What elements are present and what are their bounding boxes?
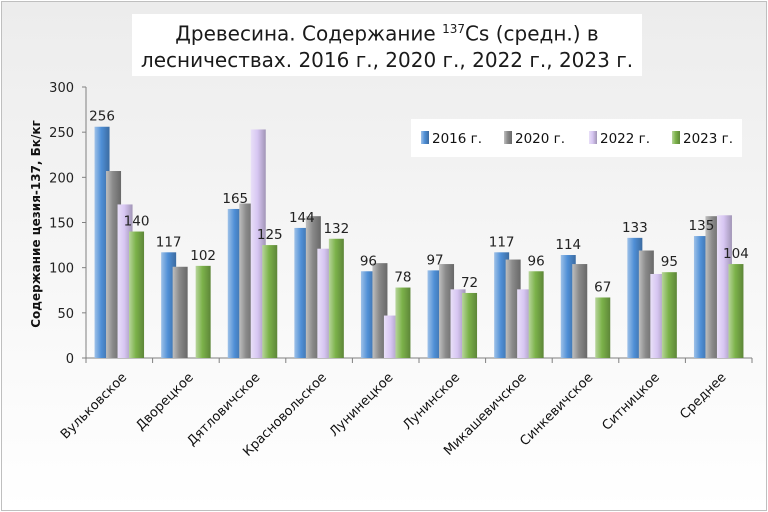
bars xyxy=(94,126,744,358)
x-tick-label: Среднее xyxy=(677,370,729,422)
bar-2020 г.-Дятловичское xyxy=(239,203,255,358)
x-tick-label: Дворецкое xyxy=(133,370,196,433)
bar-2023 г.-Микашевичское xyxy=(528,271,544,358)
data-label: 78 xyxy=(394,270,411,286)
legend-label: 2016 г. xyxy=(432,131,482,147)
bar-2023 г.-Вульковское xyxy=(129,231,145,358)
bar-2016 г.-Лунинецкое xyxy=(360,271,376,358)
legend-label: 2023 г. xyxy=(683,131,733,147)
bar-2016 г.-Красновольское xyxy=(294,227,310,358)
legend-swatch-2016 г. xyxy=(421,131,429,144)
data-label: 104 xyxy=(723,246,749,262)
chart-title-box: Древесина. Содержание 137Cs (средн.) в л… xyxy=(132,14,642,76)
y-axis-label: Содержание цезия-137, Бк/кг xyxy=(29,120,43,328)
y-tick-label: 300 xyxy=(49,81,74,96)
bar-2020 г.-Синкевичское xyxy=(572,264,588,358)
bar-2023 г.-Синкевичское xyxy=(595,297,611,358)
chart-title-rest: Cs (средн.) в лесничествах. 2016 г., 202… xyxy=(140,21,634,73)
bar-2022 г.-Микашевичское xyxy=(517,289,533,358)
bar-2022 г.-Среднее xyxy=(716,215,732,358)
bar-2016 г.-Ситницкое xyxy=(627,237,643,358)
data-labels: 256 140 117 102 165 125 144 132 96 78 97 72 117 96 114… xyxy=(89,109,749,296)
bar-2022 г.-Лунинское xyxy=(450,289,466,358)
bar-2016 г.-Синкевичское xyxy=(560,255,576,358)
y-tick-label: 150 xyxy=(49,217,74,232)
data-label: 97 xyxy=(426,252,443,268)
legend-label: 2020 г. xyxy=(515,131,565,147)
bar-2020 г.-Среднее xyxy=(705,216,721,358)
data-label: 125 xyxy=(257,227,283,243)
data-label: 117 xyxy=(489,234,515,250)
legend-swatch-2022 г. xyxy=(589,131,597,144)
bar-2023 г.-Ситницкое xyxy=(661,272,677,358)
bar-2020 г.-Лунинское xyxy=(439,264,455,358)
x-tick-label: Лунинецкое xyxy=(327,370,397,440)
x-tick-label: Лунинское xyxy=(400,370,463,433)
y-tick-label: 200 xyxy=(49,171,74,186)
y-tick-label: 100 xyxy=(49,262,74,277)
x-tick-label: Ситницкое xyxy=(599,370,662,433)
legend-box xyxy=(411,119,742,157)
bar-2020 г.-Дворецкое xyxy=(172,266,188,358)
bar-2022 г.-Дятловичское xyxy=(250,129,266,358)
bar-2016 г.-Дятловичское xyxy=(227,208,243,358)
data-label: 96 xyxy=(360,253,377,269)
bar-2022 г.-Вульковское xyxy=(117,204,133,358)
bar-2020 г.-Вульковское xyxy=(106,171,122,358)
bar-2016 г.-Лунинское xyxy=(427,270,443,358)
bar-2022 г.-Лунинецкое xyxy=(383,315,399,358)
data-label: 72 xyxy=(461,275,478,291)
bar-2022 г.-Ситницкое xyxy=(650,273,666,358)
y-tick-label: 50 xyxy=(57,307,74,322)
bar-2023 г.-Лунинское xyxy=(462,292,478,358)
data-label: 165 xyxy=(222,191,248,207)
bar-2023 г.-Среднее xyxy=(728,264,744,358)
data-label: 256 xyxy=(89,109,115,125)
y-tick-label: 0 xyxy=(66,352,74,367)
bar-2016 г.-Вульковское xyxy=(94,126,110,358)
data-label: 133 xyxy=(622,220,648,236)
y-tick-label: 250 xyxy=(49,126,74,141)
bar-2020 г.-Ситницкое xyxy=(638,250,654,358)
bar-2020 г.-Красновольское xyxy=(305,216,321,358)
legend-swatch-2023 г. xyxy=(672,131,680,144)
bar-2016 г.-Среднее xyxy=(693,236,709,358)
bar-2022 г.-Красновольское xyxy=(317,248,333,358)
data-label: 117 xyxy=(156,234,182,250)
legend-swatch-2020 г. xyxy=(504,131,512,144)
x-tick-label: Синкевичское xyxy=(517,370,596,449)
legend: 2016 г. 2020 г. 2022 г. 2023 г. xyxy=(411,119,742,157)
data-label: 135 xyxy=(689,218,715,234)
chart-title-superscript: 137 xyxy=(442,21,465,36)
bar-2023 г.-Лунинецкое xyxy=(395,287,411,358)
bar-2020 г.-Микашевичское xyxy=(505,259,521,358)
bar-2023 г.-Красновольское xyxy=(328,238,344,358)
data-label: 96 xyxy=(528,253,545,269)
bar-2023 г.-Дятловичское xyxy=(262,245,278,358)
bar-2016 г.-Микашевичское xyxy=(494,252,510,358)
data-label: 140 xyxy=(124,214,150,230)
bar-2016 г.-Дворецкое xyxy=(161,252,177,358)
data-label: 132 xyxy=(323,221,349,237)
bar-2020 г.-Лунинецкое xyxy=(372,263,388,358)
data-label: 95 xyxy=(661,254,678,270)
legend-label: 2022 г. xyxy=(600,131,650,147)
bar-2023 г.-Дворецкое xyxy=(195,265,211,358)
data-label: 144 xyxy=(289,210,315,226)
data-label: 67 xyxy=(594,279,611,295)
data-label: 102 xyxy=(190,248,216,264)
chart-title: Древесина. Содержание 137Cs (средн.) в л… xyxy=(132,16,642,75)
data-label: 114 xyxy=(555,237,581,253)
chart-title-main: Древесина. Содержание xyxy=(175,21,443,46)
x-tick-label: Вульковское xyxy=(58,370,130,442)
